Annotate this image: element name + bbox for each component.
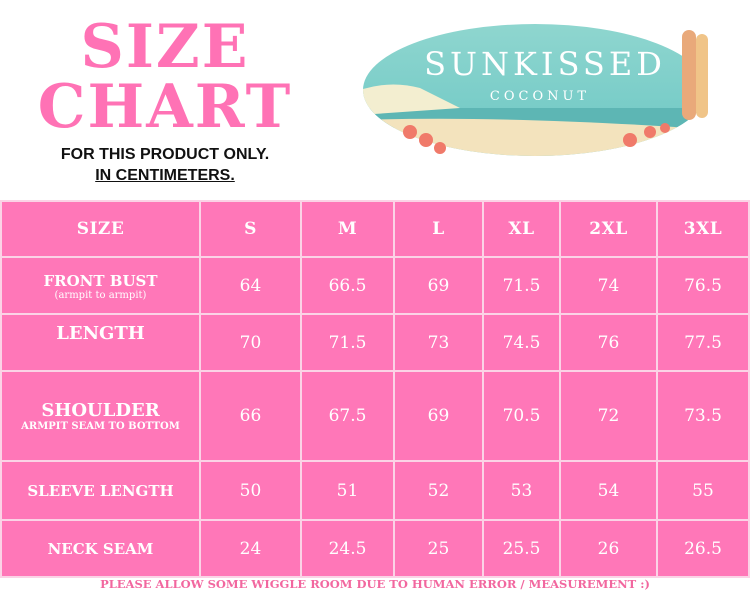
cell: 64 [199,256,302,315]
size-table: SIZE S M L XL 2XL 3XL FRONT BUST (armpit … [0,200,750,578]
row-label: LENGTH [0,313,201,372]
table-row: SHOULDER ARMPIT SEAM TO BOTTOM 66 67.5 69… [0,370,750,462]
surfboard-icon [696,34,708,118]
cell: 73.5 [656,370,750,462]
title-chart: CHART [37,72,293,142]
cell: 26 [559,519,658,578]
cell: 76.5 [656,256,750,315]
header-size: SIZE [0,200,201,258]
table-row: FRONT BUST (armpit to armpit) 64 66.5 69 … [0,256,750,315]
cell: 66 [199,370,302,462]
cell: 73 [393,313,484,372]
cell: 24.5 [300,519,395,578]
header-3xl: 3XL [656,200,750,258]
row-label: NECK SEAM [0,519,201,578]
cell: 51 [300,460,395,521]
cell: 54 [559,460,658,521]
title-size: SIZE [80,12,250,82]
cell: 77.5 [656,313,750,372]
cell: 70.5 [482,370,561,462]
table-row: NECK SEAM 24 24.5 25 25.5 26 26.5 [0,519,750,578]
cell: 69 [393,370,484,462]
label-front-bust: FRONT BUST [43,271,158,290]
logo-brand: SUNKISSED [424,45,666,83]
header-2xl: 2XL [559,200,658,258]
table-header-row: SIZE S M L XL 2XL 3XL [0,200,750,258]
cell: 76 [559,313,658,372]
row-label: SLEEVE LENGTH [0,460,201,521]
cell: 50 [199,460,302,521]
header-s: S [199,200,302,258]
cell: 74.5 [482,313,561,372]
footer-note: PLEASE ALLOW SOME WIGGLE ROOM DUE TO HUM… [100,577,650,591]
subtitle-product: FOR THIS PRODUCT ONLY. [60,146,270,163]
cell: 71.5 [300,313,395,372]
cell: 74 [559,256,658,315]
cell: 67.5 [300,370,395,462]
header-l: L [393,200,484,258]
cell: 25.5 [482,519,561,578]
label-note: (armpit to armpit) [54,289,147,301]
label-note: ARMPIT SEAM TO BOTTOM [21,421,180,432]
row-label: SHOULDER ARMPIT SEAM TO BOTTOM [0,370,201,462]
cell: 24 [199,519,302,578]
label-shoulder: SHOULDER [41,400,160,421]
table-row: SLEEVE LENGTH 50 51 52 53 54 55 [0,460,750,521]
logo-sub: COCONUT [490,89,590,104]
label-sleeve-length: SLEEVE LENGTH [27,482,174,500]
hibiscus-icon [403,123,670,154]
cell: 72 [559,370,658,462]
cell: 26.5 [656,519,750,578]
cell: 25 [393,519,484,578]
brand-logo: SUNKISSED COCONUT [363,24,708,156]
cell: 66.5 [300,256,395,315]
label-neck-seam: NECK SEAM [47,540,154,558]
header-xl: XL [482,200,561,258]
subtitle-units: IN CENTIMETERS. [95,167,235,184]
cell: 52 [393,460,484,521]
cell: 55 [656,460,750,521]
cell: 69 [393,256,484,315]
surfboard-icon [682,30,696,120]
cell: 70 [199,313,302,372]
table-row: LENGTH 70 71.5 73 74.5 76 77.5 [0,313,750,372]
header-m: M [300,200,395,258]
row-label: FRONT BUST (armpit to armpit) [0,256,201,315]
label-length: LENGTH [56,323,145,344]
cell: 53 [482,460,561,521]
cell: 71.5 [482,256,561,315]
